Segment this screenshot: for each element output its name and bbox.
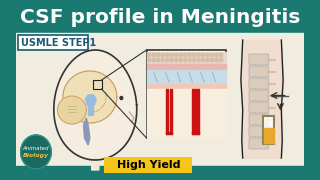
Circle shape — [21, 135, 51, 169]
Bar — [165, 132, 172, 134]
Circle shape — [161, 53, 164, 57]
Circle shape — [161, 58, 164, 62]
Bar — [192, 89, 195, 134]
Circle shape — [206, 53, 209, 57]
Circle shape — [193, 58, 196, 62]
Bar — [147, 50, 226, 138]
Circle shape — [211, 53, 214, 57]
FancyBboxPatch shape — [249, 78, 269, 89]
FancyBboxPatch shape — [249, 102, 269, 113]
Circle shape — [197, 53, 200, 57]
Bar — [88, 105, 93, 115]
Bar — [147, 52, 226, 64]
Bar — [147, 64, 226, 70]
Circle shape — [179, 58, 182, 62]
Circle shape — [202, 58, 205, 62]
FancyBboxPatch shape — [249, 114, 269, 125]
Bar — [16, 166, 304, 180]
Text: Biology: Biology — [23, 152, 49, 158]
Circle shape — [175, 58, 178, 62]
Bar — [196, 89, 199, 134]
Circle shape — [170, 53, 173, 57]
Circle shape — [184, 53, 187, 57]
Circle shape — [220, 58, 223, 62]
FancyBboxPatch shape — [249, 90, 269, 101]
FancyBboxPatch shape — [249, 126, 269, 137]
Bar — [18, 35, 88, 50]
Circle shape — [188, 53, 191, 57]
Bar — [147, 70, 226, 84]
Polygon shape — [85, 95, 91, 105]
Circle shape — [202, 53, 205, 57]
Bar — [192, 132, 199, 134]
Circle shape — [193, 53, 196, 57]
Bar — [147, 89, 226, 138]
Bar — [16, 33, 304, 166]
Circle shape — [165, 58, 169, 62]
Polygon shape — [92, 157, 99, 170]
Polygon shape — [264, 128, 274, 143]
Polygon shape — [263, 116, 274, 140]
Polygon shape — [91, 95, 96, 105]
Circle shape — [156, 53, 160, 57]
Polygon shape — [54, 50, 137, 160]
Circle shape — [188, 58, 191, 62]
FancyBboxPatch shape — [249, 66, 269, 77]
Circle shape — [220, 53, 223, 57]
Text: Animated: Animated — [23, 145, 49, 150]
Circle shape — [215, 53, 218, 57]
Circle shape — [170, 58, 173, 62]
Bar — [93, 80, 101, 89]
Circle shape — [165, 53, 169, 57]
Circle shape — [152, 58, 155, 62]
Bar — [170, 89, 172, 134]
Circle shape — [197, 58, 200, 62]
Bar — [165, 89, 168, 134]
Circle shape — [120, 96, 123, 100]
Text: USMLE STEP1: USMLE STEP1 — [21, 37, 96, 48]
Circle shape — [152, 53, 155, 57]
FancyBboxPatch shape — [249, 54, 269, 65]
Polygon shape — [63, 71, 117, 123]
Circle shape — [148, 53, 151, 57]
Circle shape — [184, 58, 187, 62]
Circle shape — [206, 58, 209, 62]
Bar — [104, 157, 192, 173]
Bar — [147, 84, 226, 89]
Polygon shape — [84, 118, 90, 145]
Text: High Yield: High Yield — [116, 160, 180, 170]
Polygon shape — [58, 96, 86, 124]
FancyBboxPatch shape — [249, 138, 269, 149]
Text: CSF profile in Meningitis: CSF profile in Meningitis — [20, 8, 300, 26]
Circle shape — [148, 58, 151, 62]
Circle shape — [215, 58, 218, 62]
Circle shape — [179, 53, 182, 57]
Circle shape — [156, 58, 160, 62]
Circle shape — [211, 58, 214, 62]
Circle shape — [175, 53, 178, 57]
